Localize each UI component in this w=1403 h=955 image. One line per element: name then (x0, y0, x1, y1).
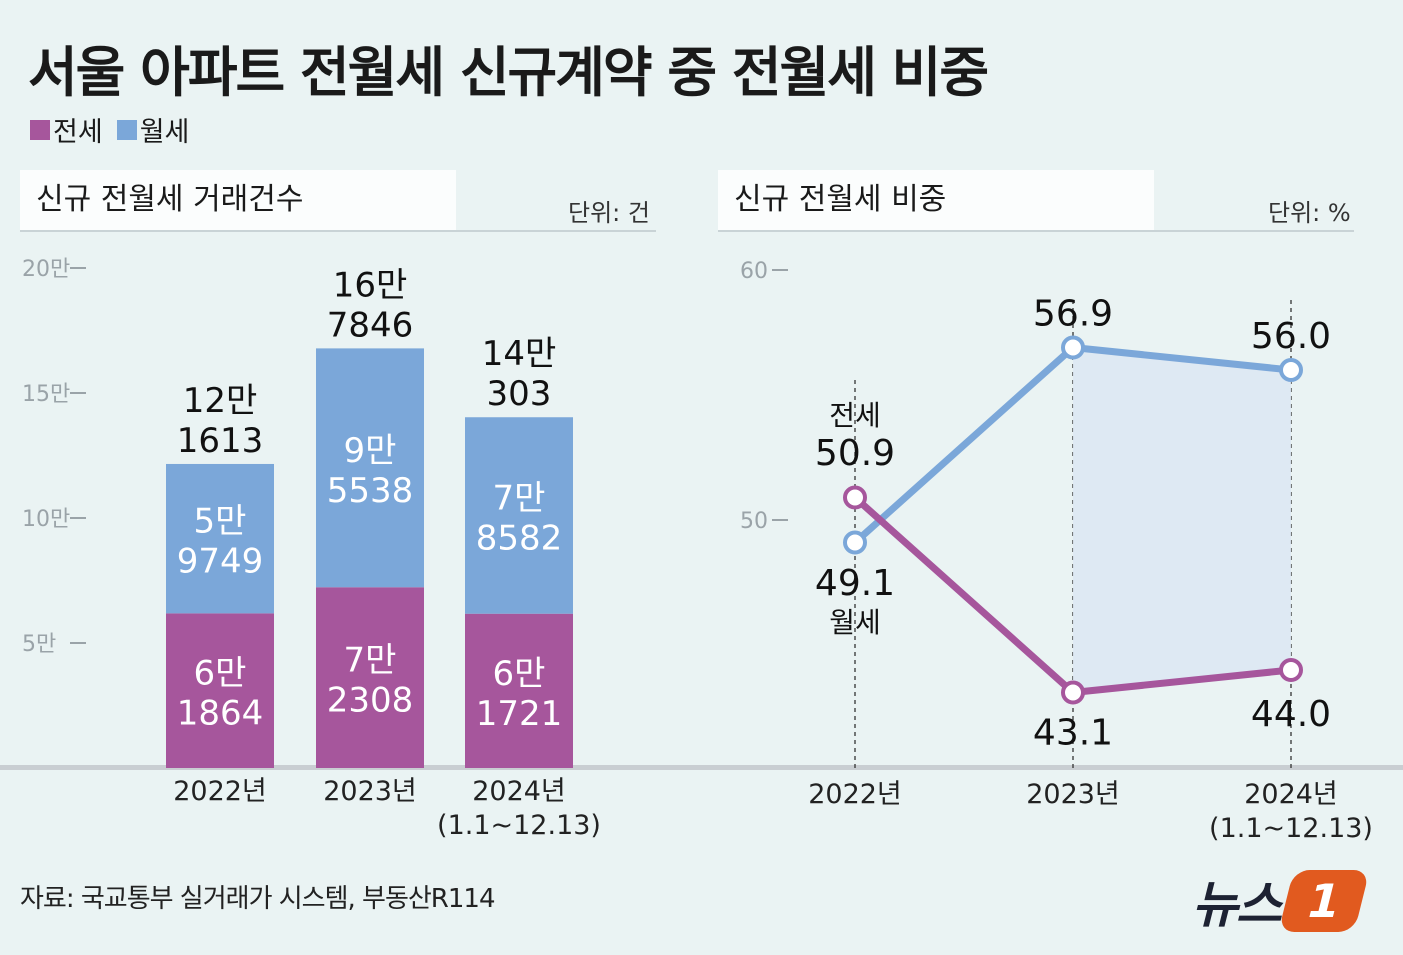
bar-ytick-label: 20만 (22, 257, 70, 282)
right-panel-rule (718, 230, 1354, 232)
bar-ytick-label: 5만 (22, 632, 56, 657)
bar-total-label: 16만 (333, 265, 408, 305)
bar-category-note: (1.1~12.13) (437, 810, 601, 841)
bar-total-label: 303 (487, 374, 552, 414)
bar-category-label: 2023년 (323, 776, 417, 807)
bar-total-label: 7846 (327, 305, 414, 345)
logo-badge: 1 (1278, 870, 1370, 932)
line-point-jeonse (843, 485, 867, 510)
bar-value-label: 6만 (194, 654, 247, 694)
line-ytick-label: 60 (740, 259, 768, 284)
legend-swatch-jeonse (30, 119, 50, 140)
bar-segment-wolse (465, 417, 573, 614)
line-series-name-wolse: 월세 (829, 606, 881, 639)
line-point-jeonse (1061, 680, 1085, 705)
bar-value-label: 6만 (493, 654, 546, 694)
line-point-wolse (843, 530, 867, 555)
bar-segment-jeonse (316, 587, 424, 768)
legend-swatch-wolse (116, 119, 137, 140)
legend-item-jeonse: 전세 (30, 110, 103, 149)
line-value-label: 50.9 (815, 433, 895, 474)
line-category-label: 2023년 (1026, 779, 1120, 810)
bar-category-label: 2024년 (472, 776, 566, 807)
bar-value-label: 5만 (194, 502, 247, 542)
bar-value-label: 1721 (476, 694, 563, 734)
line-category-note: (1.1~12.13) (1209, 813, 1373, 844)
source-note: 자료: 국교통부 실거래가 시스템, 부동산R114 (20, 884, 495, 914)
line-value-label: 44.0 (1251, 694, 1331, 735)
bar-total-label: 12만 (183, 381, 258, 421)
bar-value-label: 8582 (476, 518, 563, 558)
bar-value-label: 7만 (344, 641, 397, 681)
bar-value-label: 2308 (327, 681, 414, 721)
legend-label-jeonse: 전세 (53, 117, 103, 148)
line-point-wolse (1279, 358, 1303, 382)
bar-value-label: 9만 (344, 431, 397, 471)
bar-segment-wolse (316, 348, 424, 588)
line-ytick-label: 50 (740, 509, 768, 534)
bar-segment-jeonse (465, 613, 573, 768)
logo-text: 뉴스 (1192, 876, 1282, 934)
left-panel-title: 신규 전월세 거래건수 (20, 170, 456, 230)
line-fill-area (1073, 347, 1291, 693)
bar-ytick-label: 15만 (22, 382, 70, 407)
bar-total-label: 1613 (177, 421, 264, 461)
bar-segment-wolse (166, 463, 274, 614)
bar-value-label: 9749 (177, 542, 264, 582)
bar-category-label: 2022년 (173, 776, 267, 807)
line-value-label: 56.0 (1251, 316, 1331, 357)
legend: 전세 월세 (30, 110, 189, 149)
line-category-label: 2022년 (808, 779, 902, 810)
line-series-name-jeonse: 전세 (829, 399, 881, 432)
page-title: 서울 아파트 전월세 신규계약 중 전월세 비중 (28, 41, 989, 104)
bar-value-label: 5538 (327, 471, 414, 511)
line-point-wolse (1061, 335, 1085, 360)
bar-ytick-label: 10만 (22, 507, 70, 532)
bar-total-label: 14만 (482, 334, 557, 374)
line-value-label: 43.1 (1033, 713, 1113, 754)
line-value-label: 56.9 (1033, 294, 1113, 335)
left-panel-rule (20, 230, 656, 232)
line-value-label: 49.1 (815, 563, 895, 604)
baseline (0, 765, 1403, 770)
line-category-label: 2024년 (1244, 779, 1338, 810)
legend-item-wolse: 월세 (116, 110, 190, 149)
right-panel-title: 신규 전월세 비중 (718, 170, 1154, 230)
bar-segment-jeonse (166, 613, 274, 768)
news1-logo: 뉴스 1 (1192, 866, 1370, 936)
right-panel-unit: 단위: % (1268, 199, 1351, 227)
legend-label-wolse: 월세 (139, 117, 190, 148)
bar-value-label: 1864 (177, 694, 264, 734)
left-panel-unit: 단위: 건 (568, 199, 650, 227)
line-point-jeonse (1279, 658, 1303, 682)
bar-value-label: 7만 (493, 478, 546, 518)
